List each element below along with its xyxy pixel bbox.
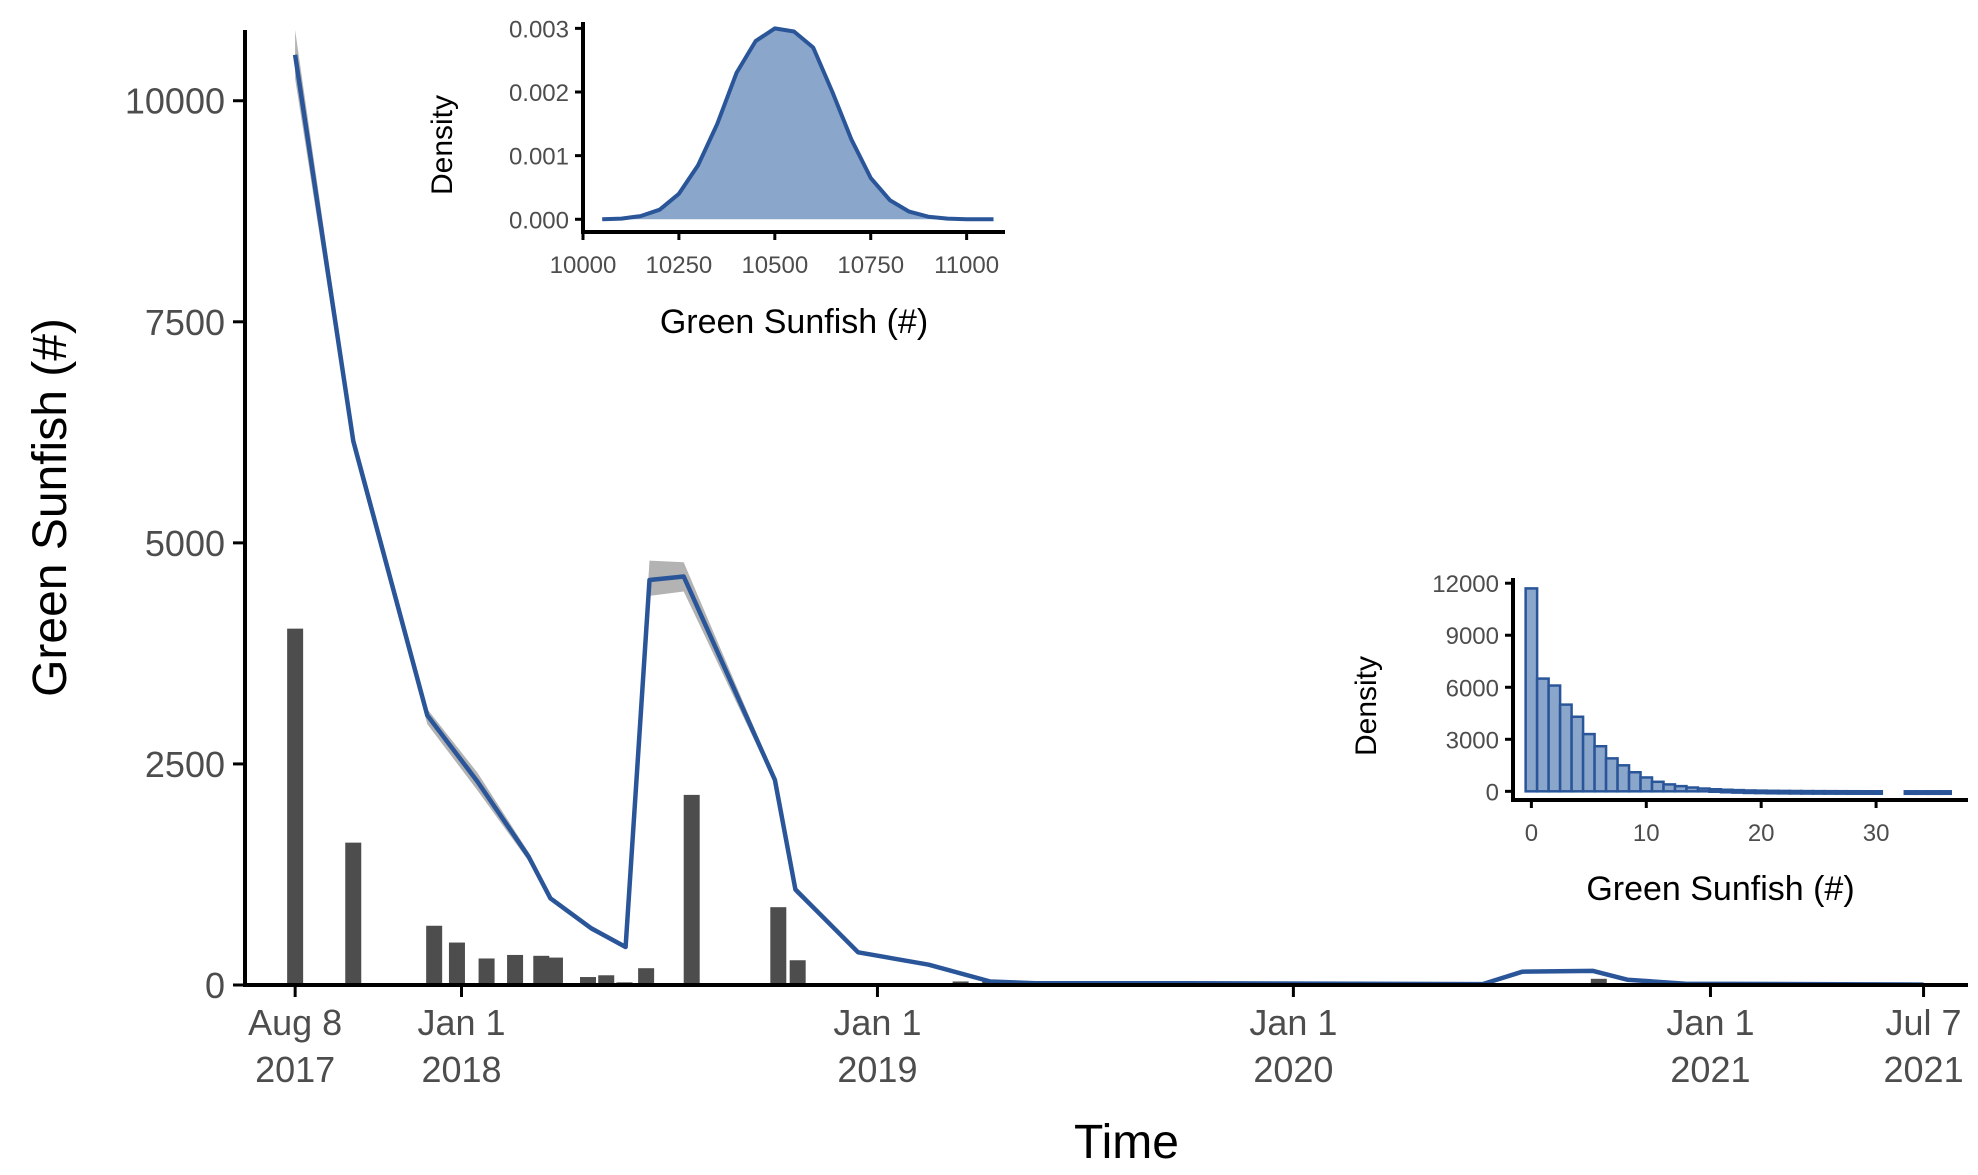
- histogram-bar: [1938, 790, 1953, 796]
- histogram-bar: [1788, 789, 1803, 795]
- data-bar: [638, 968, 655, 985]
- inset-density-y-tick-label: 0.003: [509, 16, 569, 43]
- data-bar: [683, 794, 700, 985]
- histogram-bar: [1604, 757, 1619, 793]
- data-bar: [1590, 978, 1607, 985]
- inset-density-x-tick-label: 10000: [550, 252, 617, 279]
- inset-density-y-tick-label: 0.002: [509, 80, 569, 107]
- histogram-bar: [1857, 789, 1872, 795]
- histogram-bar: [1547, 684, 1562, 793]
- inset-hist-y-tick-label: 12000: [1432, 571, 1499, 598]
- histogram-bar: [1581, 732, 1596, 793]
- histogram-bar: [1719, 788, 1734, 794]
- inset-density-y-title: Density: [426, 95, 459, 195]
- inset-density-y-tick-label: 0.001: [509, 144, 569, 171]
- x-tick-label: 2019: [837, 1049, 917, 1090]
- histogram-bar: [1535, 677, 1550, 793]
- histogram-bar: [1777, 789, 1792, 795]
- histogram-bar: [1926, 790, 1941, 796]
- histogram-bar: [1846, 789, 1861, 795]
- inset-density-x-title: Green Sunfish (#): [660, 303, 928, 341]
- data-bar: [789, 960, 806, 985]
- data-bar: [770, 907, 787, 985]
- histogram-bar: [1834, 789, 1849, 795]
- inset-hist-y-tick-label: 3000: [1446, 727, 1499, 754]
- histogram-bar: [1869, 790, 1884, 796]
- inset-hist-x-tick-label: 20: [1748, 820, 1775, 847]
- histogram-bar: [1915, 790, 1930, 796]
- histogram-bar: [1558, 703, 1573, 793]
- inset-density-x-tick-label: 10750: [837, 252, 904, 279]
- histogram-bar: [1903, 790, 1918, 796]
- x-tick-label: Jan 1: [1666, 1002, 1754, 1043]
- histogram-bar: [1524, 587, 1539, 793]
- histogram-bar: [1593, 744, 1608, 793]
- inset-hist-x-tick-label: 10: [1633, 820, 1660, 847]
- x-tick-label: 2018: [421, 1049, 501, 1090]
- x-tick-label: Aug 8: [248, 1002, 342, 1043]
- x-tick-label: 2021: [1884, 1049, 1964, 1090]
- y-tick-label: 0: [205, 965, 225, 1006]
- data-bar: [533, 955, 550, 985]
- histogram-bar: [1685, 786, 1700, 793]
- histogram-bar: [1731, 788, 1746, 794]
- inset-density-x-tick-label: 11000: [934, 252, 999, 279]
- data-bar: [507, 954, 524, 985]
- inset-density-y-tick-label: 0.000: [509, 207, 569, 234]
- x-tick-label: Jan 1: [417, 1002, 505, 1043]
- histogram-bar: [1811, 789, 1826, 795]
- histogram-bar: [1627, 771, 1642, 793]
- density-area: [602, 28, 994, 220]
- histogram-bar: [1616, 764, 1631, 793]
- inset-hist-x-tick-label: 0: [1525, 820, 1538, 847]
- x-tick-label: Jan 1: [833, 1002, 921, 1043]
- y-tick-label: 7500: [145, 302, 225, 343]
- histogram-bar: [1823, 789, 1838, 795]
- histogram-bar: [1742, 789, 1757, 795]
- x-tick-label: 2020: [1253, 1049, 1333, 1090]
- x-tick-label: 2021: [1670, 1049, 1750, 1090]
- histogram-bar: [1754, 789, 1769, 795]
- data-bar: [426, 925, 443, 985]
- histogram-bar: [1662, 783, 1677, 793]
- inset-density-x-tick-label: 10500: [741, 252, 808, 279]
- density-line: [602, 26, 994, 222]
- data-bar: [598, 975, 615, 985]
- data-bar: [345, 842, 362, 985]
- data-bar: [546, 957, 563, 985]
- data-bar: [478, 958, 495, 985]
- inset-hist-y-title: Density: [1350, 656, 1383, 756]
- x-tick-label: 2017: [255, 1049, 335, 1090]
- y-tick-label: 10000: [125, 81, 225, 122]
- data-bar: [287, 628, 304, 985]
- inset-density-x-tick-label: 10250: [646, 252, 713, 279]
- histogram-bar: [1673, 784, 1688, 793]
- x-axis-title: Time: [1074, 1116, 1179, 1169]
- histogram-bar: [1570, 715, 1585, 793]
- histogram-bar: [1696, 787, 1711, 793]
- inset-hist-x-title: Green Sunfish (#): [1586, 870, 1854, 908]
- histogram-bar: [1800, 789, 1815, 795]
- data-bar: [448, 942, 465, 985]
- histogram-bar: [1650, 780, 1665, 793]
- x-tick-label: Jan 1: [1249, 1002, 1337, 1043]
- histogram-bar: [1639, 776, 1654, 793]
- inset-hist-y-tick-label: 9000: [1446, 623, 1499, 650]
- estimate-line: [292, 54, 1924, 987]
- y-tick-label: 5000: [145, 523, 225, 564]
- y-tick-label: 2500: [145, 744, 225, 785]
- inset-hist-x-tick-label: 30: [1863, 820, 1890, 847]
- x-tick-label: Jul 7: [1886, 1002, 1962, 1043]
- histogram-bar: [1708, 787, 1723, 793]
- histogram-bar: [1765, 789, 1780, 795]
- confidence-ribbon: [295, 30, 1924, 985]
- inset-hist-y-tick-label: 6000: [1446, 675, 1499, 702]
- inset-hist-y-tick-label: 0: [1486, 779, 1499, 806]
- data-bar: [580, 977, 597, 985]
- y-axis-title: Green Sunfish (#): [24, 318, 77, 697]
